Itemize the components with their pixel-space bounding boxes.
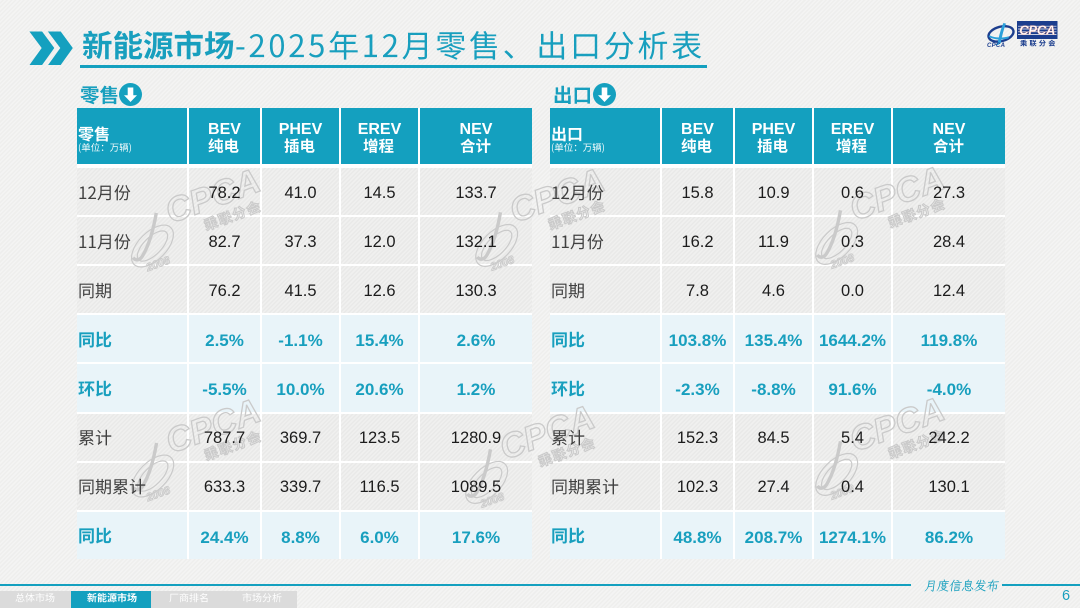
svg-text:CPCA: CPCA	[987, 43, 1005, 49]
svg-text:CPCA: CPCA	[1019, 23, 1055, 38]
